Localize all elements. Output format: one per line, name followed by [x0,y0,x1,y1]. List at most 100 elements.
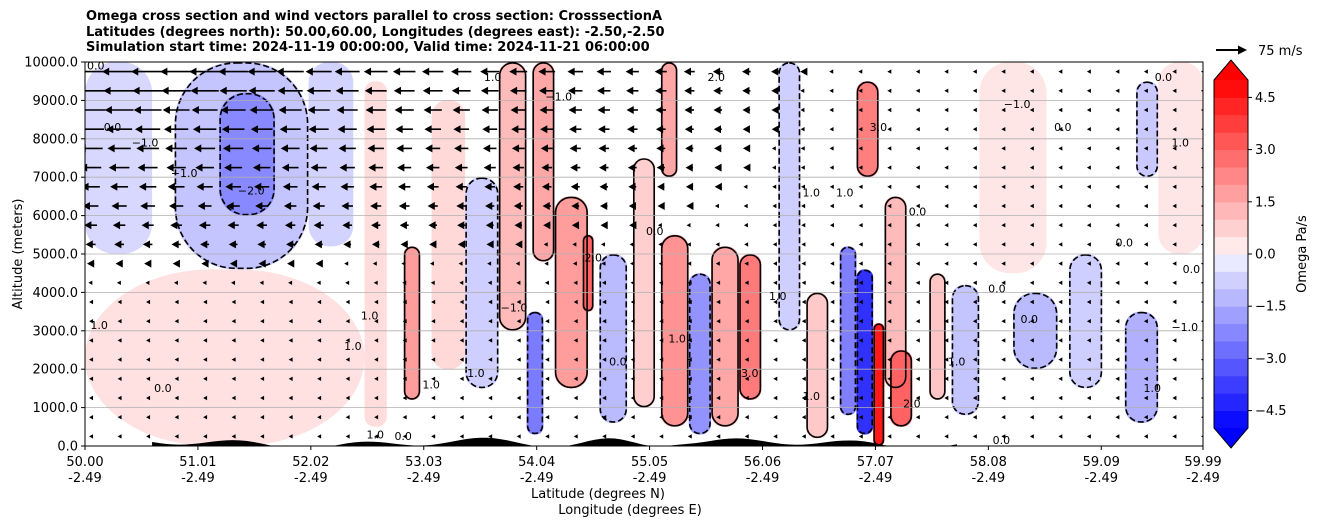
wind-vector-652 [1001,299,1006,305]
wind-vector-729 [1115,242,1120,247]
wind-vector-522 [829,107,834,113]
wind-vector-566 [887,184,892,189]
wind-vector-50 [144,259,152,268]
wind-vector-543 [858,127,863,132]
wind-vector-199 [345,434,350,439]
wind-vector-349 [572,242,577,247]
wind-vector-791 [1200,281,1203,284]
wind-vector-465 [743,163,751,172]
wind-vector-449 [715,242,720,247]
wind-vector-725 [1115,165,1120,170]
wind-vector-191 [345,280,350,285]
omega-cell-24 [856,269,874,435]
contour-label-10: 1.0 [467,367,485,380]
wind-vector-632 [972,299,977,305]
omega-cell-34 [1124,311,1159,423]
wind-vector-733 [1115,319,1120,324]
wind-vector-41 [132,86,163,95]
colorbar-band-6 [1214,306,1248,325]
wind-vector-723 [1115,127,1120,132]
wind-vector-542 [858,107,863,113]
wind-vector-613 [944,319,949,324]
wind-vector-628 [972,223,977,228]
wind-vector-25 [108,163,130,172]
wind-vector-716 [1086,376,1091,381]
wind-vector-91 [202,280,207,285]
wind-vector-517 [801,395,806,401]
wind-vector-785 [1200,166,1203,169]
wind-vector-720 [1115,69,1120,74]
wind-vector-398 [630,415,635,420]
wind-vector-520 [829,69,834,74]
wind-vector-271 [459,280,464,285]
wind-vector-736 [1115,376,1120,381]
y-tick-label-7: 7000.0 [33,171,79,186]
wind-vector-382 [626,106,638,114]
wind-vector-251 [430,280,435,285]
wind-vector-512 [801,299,806,305]
wind-vector-405 [656,163,665,172]
wind-vector-237 [402,395,407,401]
wind-vector-94 [203,338,208,343]
wind-vector-129 [257,240,266,249]
wind-vector-21 [103,86,135,95]
wind-vector-155 [288,357,293,362]
wind-vector-87 [197,202,212,210]
wind-vector-618 [944,415,949,420]
wind-vector-674 [1029,338,1034,343]
wind-vector-713 [1086,319,1091,324]
wind-vector-749 [1143,242,1148,247]
wind-vector-348 [571,221,580,230]
wind-vector-172 [317,299,322,305]
wind-vector-396 [630,376,635,381]
wind-vector-790 [1200,262,1203,265]
wind-vector-286 [484,182,496,191]
contour-label-12: −1.0 [501,302,528,315]
contour-line-21 [778,62,801,331]
wind-vector-545 [858,165,863,170]
wind-vector-120 [247,67,276,76]
wind-vector-80 [189,67,220,76]
wind-vector-615 [944,357,949,362]
wind-vector-656 [1001,376,1006,381]
wind-vector-56 [146,376,151,381]
wind-vector-268 [457,221,466,230]
wind-vector-324 [540,144,553,153]
wind-vector-779 [1172,434,1177,439]
chart-title: Omega cross section and wind vectors par… [86,9,665,56]
wind-vector-707 [1086,203,1091,209]
wind-vector-381 [626,86,639,95]
wind-vector-168 [313,221,324,230]
wind-vector-309 [515,240,523,249]
wind-vector-766 [1172,184,1177,189]
wind-vector-106 [225,182,241,191]
wind-vector-202 [365,106,386,114]
omega-cell-3 [308,62,354,247]
wind-vector-245 [425,163,440,172]
wind-vector-11 [88,280,93,285]
wind-vector-141 [277,86,303,95]
wind-vector-752 [1143,299,1148,305]
wind-vector-673 [1029,319,1034,324]
wind-vector-416 [659,376,664,381]
wind-vector-703 [1086,127,1091,132]
wind-vector-386 [628,182,637,191]
wind-vector-633 [972,319,977,324]
wind-vector-175 [317,357,322,362]
wind-vector-355 [573,357,578,362]
x-axis: 50.00-2.4951.01-2.4952.02-2.4953.03-2.49… [66,446,1222,486]
wind-vector-176 [317,376,322,381]
wind-vector-157 [288,395,293,401]
wind-vector-259 [431,434,436,439]
wind-vector-439 [687,434,692,439]
wind-vector-758 [1143,415,1148,420]
wind-vector-556 [858,376,863,381]
wind-vector-329 [543,242,548,247]
wind-vector-704 [1086,146,1091,151]
wind-vector-526 [829,184,834,189]
wind-vector-205 [368,163,384,172]
y-tick-label-10: 10000.0 [24,56,78,71]
wind-vector-229 [400,240,408,249]
wind-vector-364 [598,144,609,153]
wind-vector-170 [315,259,323,268]
